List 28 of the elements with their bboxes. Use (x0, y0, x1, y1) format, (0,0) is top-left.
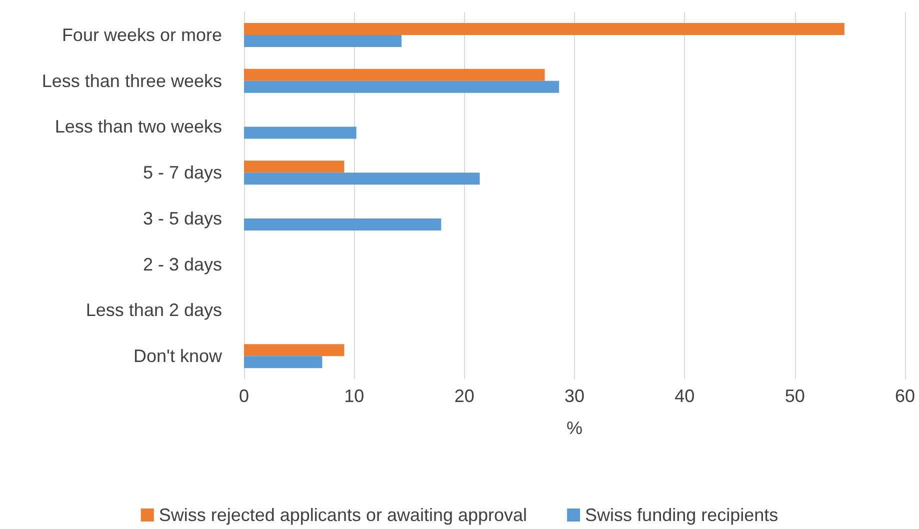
y-tick-label: Less than two weeks (54, 116, 222, 137)
bar (244, 22, 844, 35)
y-tick-label: Don't know (134, 346, 223, 366)
bar (244, 68, 545, 81)
x-tick-label: 60 (894, 386, 916, 406)
y-tick-label: 5 - 7 days (142, 162, 222, 183)
bar (244, 356, 322, 368)
x-tick-label: 10 (344, 386, 364, 406)
y-tick-label: 3 - 5 days (142, 208, 222, 228)
x-tick-label: 0 (238, 386, 250, 406)
bar (244, 34, 402, 47)
legend-label: Swiss funding recipients (585, 505, 778, 525)
legend-label: Swiss rejected applicants or awaiting approval (158, 505, 528, 525)
bar (244, 80, 560, 93)
x-tick-label: 30 (564, 386, 585, 406)
bar (244, 218, 442, 230)
y-tick-label: 2 - 3 days (142, 254, 222, 274)
x-tick-label: 20 (454, 386, 474, 406)
y-tick-label: Less than 2 days (86, 300, 222, 320)
x-tick-label: 50 (784, 386, 805, 406)
bar (244, 126, 356, 139)
x-tick-label: 40 (674, 386, 695, 406)
bar (244, 160, 344, 173)
bar (244, 344, 344, 356)
bar (244, 172, 480, 185)
y-tick-label: Four weeks or more (62, 24, 222, 45)
x-axis-title: % (566, 418, 583, 438)
y-tick-label: Less than three weeks (42, 70, 222, 91)
